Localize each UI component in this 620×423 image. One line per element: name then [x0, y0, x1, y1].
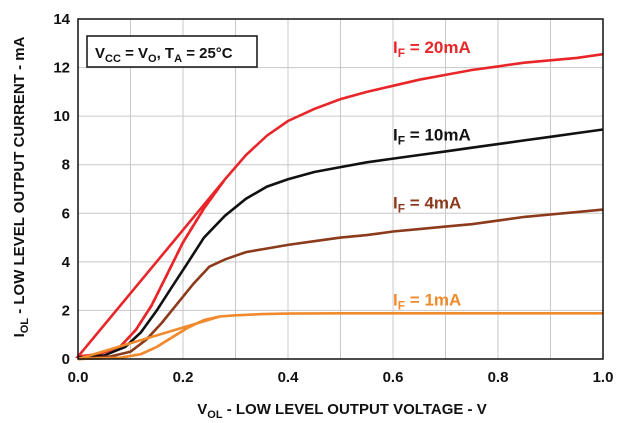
series-line — [74, 52, 604, 359]
ta-subscript: A — [174, 53, 182, 65]
y-tick-label: 14 — [53, 11, 70, 28]
series-label: IF = 10mA — [393, 125, 471, 147]
x-tick-label: 0.8 — [488, 369, 509, 386]
y-tick-label: 6 — [62, 205, 70, 222]
x-tick-label: 0.0 — [68, 369, 89, 386]
series-label: IF = 20mA — [393, 38, 471, 60]
y-tick-label: 2 — [62, 302, 70, 319]
v0-subscript: O — [148, 53, 157, 65]
x-axis-title: VOL - LOW LEVEL OUTPUT VOLTAGE - V — [197, 401, 486, 421]
series-line — [77, 312, 603, 361]
series-label: IF = 1mA — [393, 291, 461, 313]
y-axis-title: IOL - LOW LEVEL OUTPUT CURRENT - mA — [11, 36, 31, 337]
x-tick-label: 0.6 — [383, 369, 404, 386]
x-tick-label: 0.4 — [278, 369, 300, 386]
y-tick-label: 10 — [53, 108, 70, 125]
plot-frame — [77, 18, 604, 360]
conditions-box: VCC = VO, TA = 25°C — [86, 35, 258, 68]
series-layer — [74, 52, 604, 361]
vcc-subscript: CC — [105, 53, 121, 65]
x-tick-label: 1.0 — [593, 369, 614, 386]
series-label-layer: IF = 20mA IF = 10mA IF = 4mA IF = 1mA — [393, 38, 471, 313]
y-tick-label: 0 — [62, 351, 70, 368]
y-tick-label: 12 — [53, 60, 70, 77]
temperature-value: = 25°C — [182, 45, 233, 62]
y-tick-label: 8 — [62, 157, 70, 174]
grid-layer — [78, 19, 603, 359]
svg-text:VCC = VO, TA = 25°C: VCC = VO, TA = 25°C — [95, 45, 233, 65]
vcc-symbol: V — [95, 45, 105, 62]
series-line — [77, 128, 604, 360]
x-tick-label: 0.2 — [173, 369, 194, 386]
tick-layer: 0.0 0.2 0.4 0.6 0.8 1.0 0 2 4 6 8 10 12 14 — [53, 11, 613, 386]
y-tick-label: 4 — [62, 254, 71, 271]
series-label: IF = 4mA — [393, 193, 461, 215]
series-line — [77, 208, 604, 361]
